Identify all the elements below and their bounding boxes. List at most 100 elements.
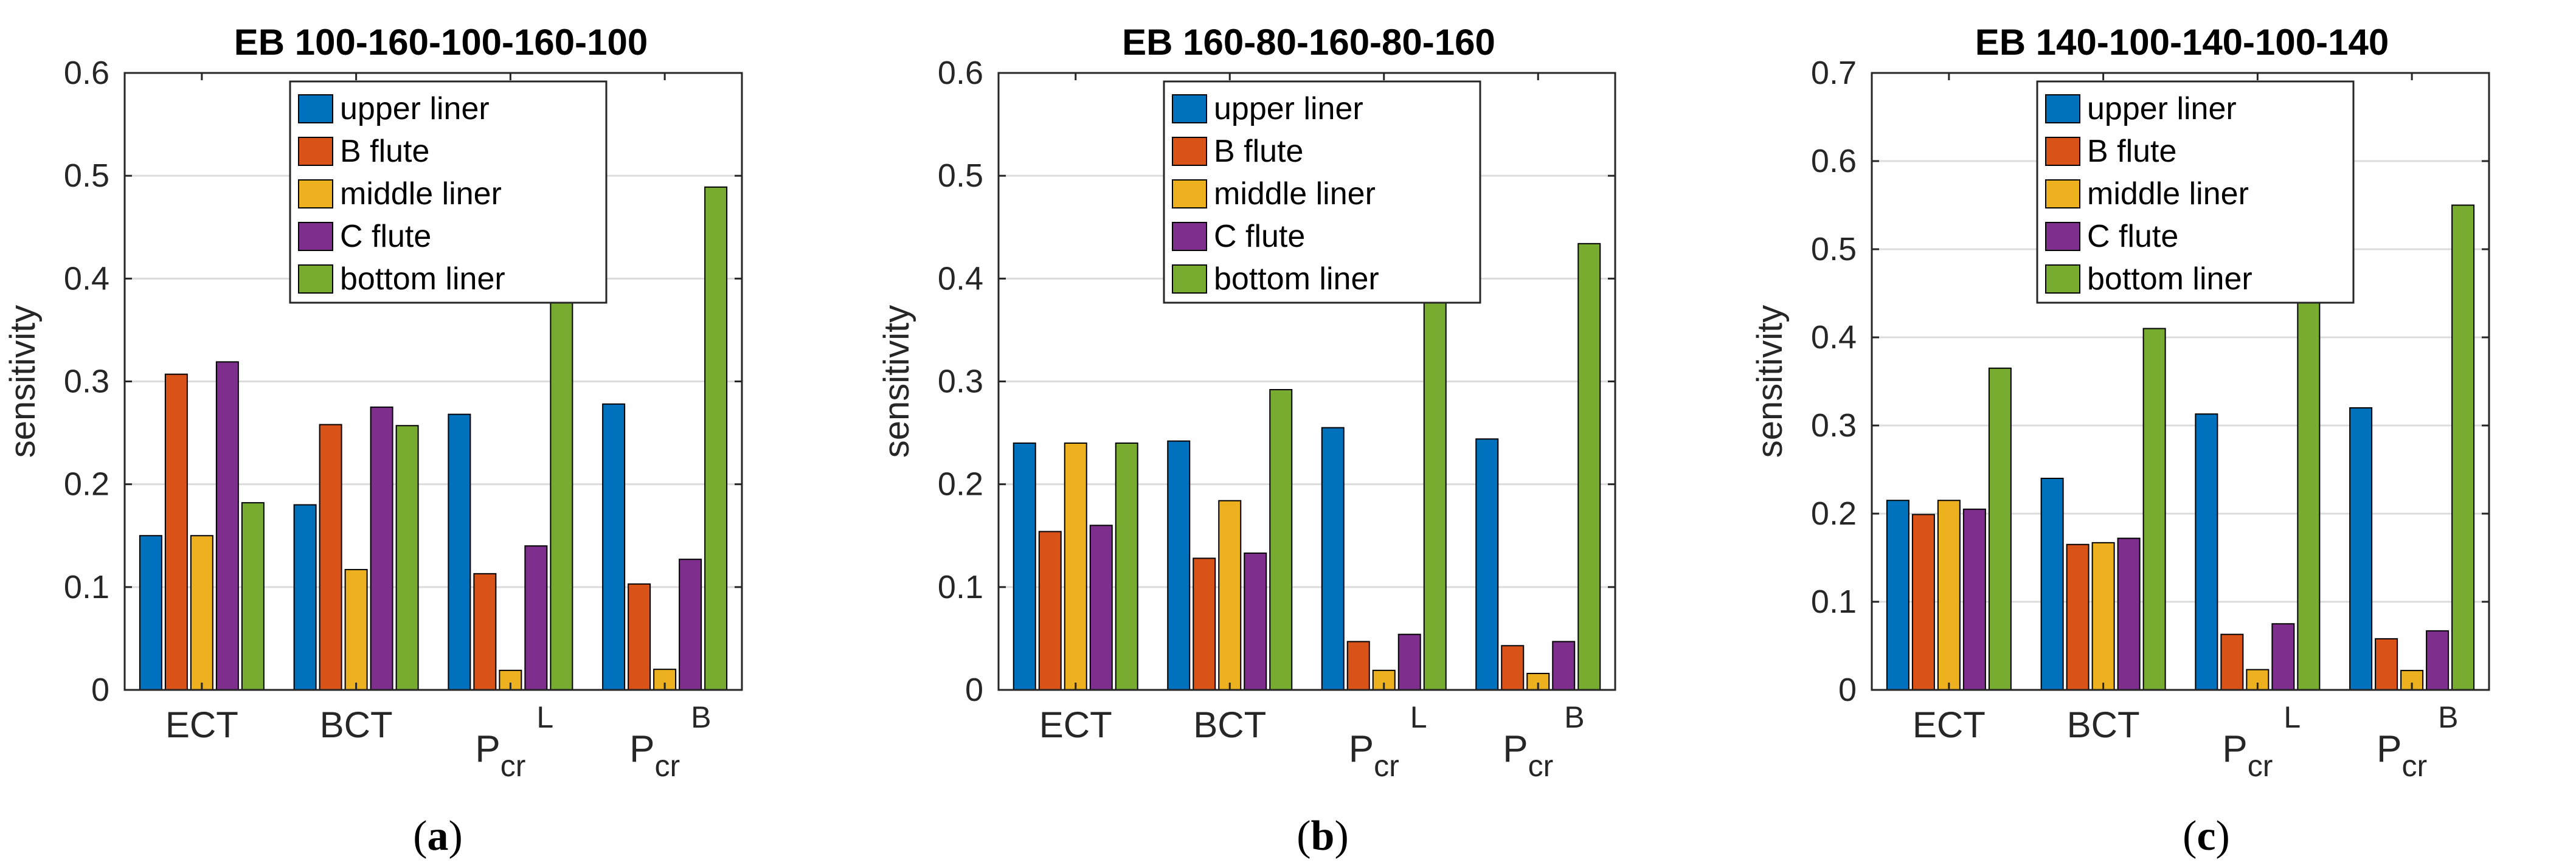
y-axis-label: sensitivity bbox=[877, 305, 916, 458]
panel-label: (a) bbox=[413, 813, 463, 859]
bar-upper-liner-2 bbox=[1167, 440, 1191, 691]
chart-panel-3: 0 0.1 0.2 0.3 0.4 0.5 0.6 0.7 ECT BCT PcrL PcrB EB 1… bbox=[1750, 22, 2490, 859]
y-tick-label: 0.1 bbox=[938, 569, 983, 605]
legend-label: bottom liner bbox=[2087, 261, 2252, 297]
bar-bottom-liner-2 bbox=[2142, 328, 2166, 691]
bar-C-flute-2 bbox=[1244, 553, 1267, 691]
y-axis-label: sensitivity bbox=[3, 305, 43, 458]
legend-swatch bbox=[2045, 137, 2080, 166]
bar-upper-liner-4 bbox=[2349, 407, 2373, 691]
bar-C-flute-3 bbox=[1397, 633, 1421, 691]
x-tick-label: ECT bbox=[1913, 704, 1986, 745]
legend-swatch bbox=[1172, 222, 1207, 251]
x-tick-label: PcrL bbox=[2222, 700, 2301, 783]
legend-label: upper liner bbox=[1214, 91, 1363, 126]
bar-B-flute-2 bbox=[1193, 557, 1216, 691]
y-tick-label: 0.5 bbox=[1811, 231, 1857, 267]
y-tick-label: 0.3 bbox=[938, 363, 983, 400]
y-tick-label: 0.5 bbox=[938, 157, 983, 194]
bar-B-flute-2 bbox=[319, 424, 342, 691]
bar-B-flute-1 bbox=[1038, 531, 1062, 691]
bar-C-flute-2 bbox=[370, 406, 393, 691]
x-tick-label: PcrL bbox=[1349, 700, 1427, 783]
bar-bottom-liner-1 bbox=[241, 502, 265, 691]
legend-label: upper liner bbox=[2087, 91, 2237, 126]
y-tick-label: 0 bbox=[965, 672, 983, 708]
legend-label: middle liner bbox=[2087, 176, 2249, 212]
x-tick-label: ECT bbox=[1039, 704, 1112, 745]
legend-label: upper liner bbox=[340, 91, 490, 126]
legend-swatch bbox=[298, 137, 333, 166]
x-tick-label: PcrB bbox=[2377, 700, 2458, 783]
legend-swatch bbox=[2045, 264, 2080, 294]
bar-C-flute-3 bbox=[524, 545, 548, 691]
chart-title: EB 100-160-100-160-100 bbox=[234, 22, 648, 63]
legend-swatch bbox=[1172, 179, 1207, 208]
bar-C-flute-1 bbox=[1962, 508, 1986, 691]
legend-label: bottom liner bbox=[340, 261, 505, 297]
bar-middle-liner-2 bbox=[1218, 500, 1242, 691]
x-tick-label: ECT bbox=[165, 704, 238, 745]
y-tick-label: 0.2 bbox=[938, 466, 983, 503]
x-tick-label: BCT bbox=[320, 704, 393, 745]
y-tick-label: 0.6 bbox=[1811, 143, 1857, 179]
chart-panel-2: 0 0.1 0.2 0.3 0.4 0.5 0.6 ECT BCT PcrL PcrB EB 160-… bbox=[877, 22, 1616, 859]
bar-middle-liner-2 bbox=[2091, 542, 2115, 691]
y-tick-label: 0.6 bbox=[64, 55, 109, 91]
y-tick-label: 0.2 bbox=[1811, 495, 1857, 532]
bar-C-flute-4 bbox=[679, 559, 702, 691]
legend-swatch bbox=[2045, 222, 2080, 251]
legend-label: middle liner bbox=[340, 176, 502, 212]
x-tick-label: BCT bbox=[1193, 704, 1266, 745]
legend-label: C flute bbox=[1214, 219, 1305, 254]
y-tick-label: 0.4 bbox=[1811, 319, 1857, 356]
bar-C-flute-3 bbox=[2271, 623, 2295, 691]
chart-title: EB 160-80-160-80-160 bbox=[1122, 22, 1495, 63]
bar-bottom-liner-2 bbox=[395, 425, 419, 691]
bar-bottom-liner-1 bbox=[1988, 367, 2012, 691]
panel-label: (c) bbox=[2183, 813, 2230, 859]
y-tick-label: 0.4 bbox=[64, 260, 109, 297]
legend-swatch bbox=[298, 179, 333, 208]
bar-bottom-liner-4 bbox=[2451, 204, 2475, 691]
legend-swatch bbox=[298, 264, 333, 294]
bar-C-flute-1 bbox=[1089, 525, 1113, 691]
y-tick-label: 0.1 bbox=[64, 569, 109, 605]
bar-B-flute-1 bbox=[164, 373, 188, 691]
y-tick-label: 0.2 bbox=[64, 466, 109, 503]
y-tick-label: 0.5 bbox=[64, 157, 109, 194]
legend-swatch bbox=[2045, 179, 2080, 208]
legend: upper liner B flute middle liner C flute bot… bbox=[1163, 80, 1481, 304]
x-tick-label: PcrL bbox=[475, 700, 553, 783]
x-tick-label: PcrB bbox=[629, 700, 711, 783]
y-tick-label: 0 bbox=[91, 672, 109, 708]
y-tick-label: 0.3 bbox=[1811, 407, 1857, 444]
legend-label: C flute bbox=[2087, 219, 2178, 254]
bar-bottom-liner-1 bbox=[1115, 443, 1138, 691]
bar-B-flute-2 bbox=[2066, 543, 2090, 691]
x-tick-label: PcrB bbox=[1503, 700, 1584, 783]
legend-box bbox=[2036, 80, 2355, 304]
y-tick-label: 0.6 bbox=[938, 55, 983, 91]
legend-swatch bbox=[2045, 94, 2080, 123]
legend: upper liner B flute middle liner C flute bot… bbox=[289, 80, 608, 304]
legend-label: B flute bbox=[2087, 134, 2176, 169]
y-tick-label: 0.1 bbox=[1811, 584, 1857, 620]
bar-upper-liner-2 bbox=[2040, 478, 2064, 691]
bar-B-flute-3 bbox=[473, 573, 497, 691]
bar-B-flute-1 bbox=[1911, 514, 1935, 691]
legend-swatch bbox=[298, 94, 333, 123]
y-tick-label: 0.4 bbox=[938, 260, 983, 297]
bar-B-flute-3 bbox=[2220, 633, 2244, 691]
legend: upper liner B flute middle liner C flute bot… bbox=[2036, 80, 2355, 304]
bar-B-flute-3 bbox=[1346, 641, 1370, 691]
bar-upper-liner-2 bbox=[293, 504, 317, 691]
legend-swatch bbox=[1172, 94, 1207, 123]
bar-middle-liner-1 bbox=[1937, 500, 1961, 691]
bar-bottom-liner-4 bbox=[704, 186, 728, 691]
bar-B-flute-4 bbox=[628, 583, 651, 691]
legend-box bbox=[1163, 80, 1481, 304]
bar-upper-liner-3 bbox=[2195, 413, 2218, 691]
bar-middle-liner-1 bbox=[1064, 443, 1087, 691]
